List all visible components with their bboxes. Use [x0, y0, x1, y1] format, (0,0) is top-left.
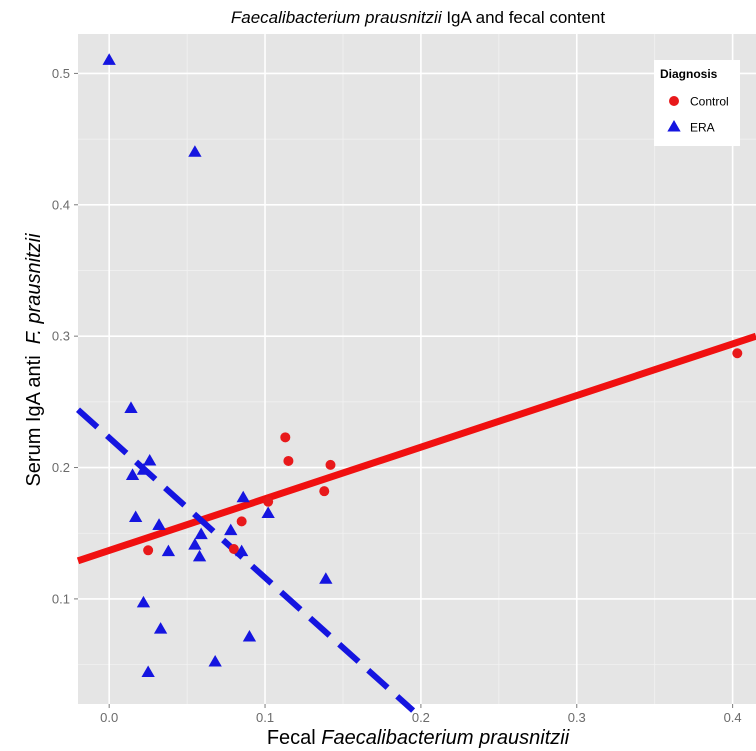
point-control — [319, 486, 330, 497]
data-points — [102, 53, 743, 678]
point-era — [152, 518, 166, 530]
point-control — [280, 432, 291, 443]
chart-title-italic: Faecalibacterium prausnitzii — [231, 8, 443, 27]
point-control — [732, 348, 743, 359]
y-tick-label: 0.4 — [52, 197, 70, 212]
point-era — [224, 523, 238, 536]
legend-label-control: Control — [690, 95, 729, 109]
point-control — [325, 459, 336, 470]
plot-panel — [78, 34, 756, 704]
point-era — [153, 622, 168, 634]
x-tick-label: 0.1 — [256, 710, 274, 725]
point-era — [236, 490, 250, 503]
fit-lines — [75, 332, 756, 713]
legend: Diagnosis Control ERA — [654, 60, 740, 146]
point-era — [242, 630, 257, 642]
legend-label-era: ERA — [690, 121, 715, 135]
y-tick-label: 0.1 — [52, 591, 70, 606]
x-tick-label: 0.2 — [412, 710, 430, 725]
legend-title: Diagnosis — [660, 67, 718, 81]
point-era — [136, 463, 151, 475]
point-era — [136, 595, 151, 608]
point-era — [188, 538, 202, 550]
point-era — [143, 453, 157, 466]
x-axis-title: Fecal Faecalibacterium prausnitzii — [267, 727, 570, 749]
y-tick-label: 0.3 — [52, 329, 70, 344]
x-axis-ticks: 0.0 0.1 0.2 0.3 0.4 — [100, 704, 742, 725]
point-control — [143, 545, 154, 556]
chart-title-rest: IgA and fecal content — [442, 8, 606, 27]
x-tick-label: 0.0 — [100, 710, 118, 725]
x-tick-label: 0.3 — [568, 710, 586, 725]
point-era — [102, 53, 116, 65]
x-axis-title-italic: Faecalibacterium prausnitzii — [321, 727, 569, 749]
y-axis-title-italic: F. prausnitzii — [23, 233, 45, 344]
legend-key-control — [669, 96, 679, 106]
point-era — [261, 506, 275, 519]
point-era — [208, 654, 222, 667]
y-tick-label: 0.5 — [52, 66, 70, 81]
point-control — [263, 496, 274, 507]
y-axis-title-prefix: Serum IgA anti — [23, 344, 45, 486]
point-era — [129, 510, 143, 523]
point-era — [319, 572, 333, 584]
point-control — [228, 543, 239, 554]
point-control — [283, 455, 294, 466]
legend-items: Control ERA — [667, 95, 729, 135]
y-axis-ticks: 0.1 0.2 0.3 0.4 0.5 — [52, 66, 78, 606]
point-era — [141, 665, 155, 678]
point-era — [235, 544, 249, 557]
point-era — [161, 544, 176, 557]
major-gridlines — [78, 34, 756, 704]
point-era — [125, 468, 140, 480]
fit-line-era — [75, 407, 416, 713]
point-control — [236, 516, 247, 527]
point-era — [192, 549, 207, 562]
fit-line-control — [76, 332, 756, 565]
chart-title: Faecalibacterium prausnitzii IgA and fec… — [231, 8, 605, 27]
point-era — [194, 527, 208, 540]
point-era — [124, 401, 138, 413]
legend-key-era — [667, 120, 681, 132]
y-axis-title: Serum IgA anti F. prausnitzii — [23, 233, 45, 487]
legend-box — [654, 60, 740, 146]
point-era — [188, 145, 202, 157]
x-tick-label: 0.4 — [724, 710, 742, 725]
y-tick-label: 0.2 — [52, 460, 70, 475]
x-axis-title-prefix: Fecal — [267, 727, 321, 749]
